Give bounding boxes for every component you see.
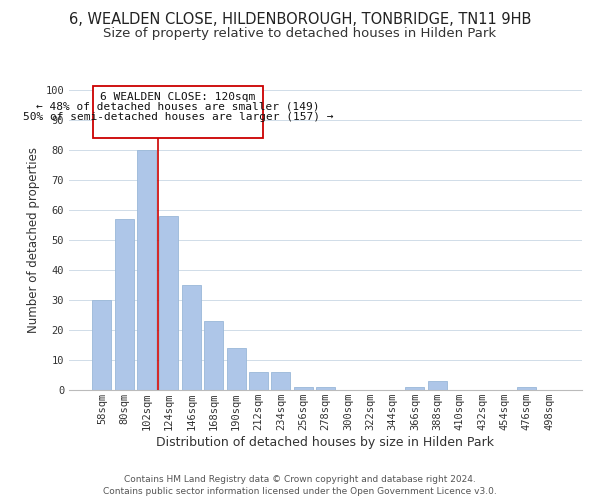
Bar xyxy=(249,372,268,390)
Bar xyxy=(227,348,245,390)
Y-axis label: Number of detached properties: Number of detached properties xyxy=(27,147,40,333)
Text: 6, WEALDEN CLOSE, HILDENBOROUGH, TONBRIDGE, TN11 9HB: 6, WEALDEN CLOSE, HILDENBOROUGH, TONBRID… xyxy=(69,12,531,28)
Bar xyxy=(137,150,156,390)
Text: ← 48% of detached houses are smaller (149): ← 48% of detached houses are smaller (14… xyxy=(36,102,320,112)
Text: Contains HM Land Registry data © Crown copyright and database right 2024.: Contains HM Land Registry data © Crown c… xyxy=(124,475,476,484)
Text: Size of property relative to detached houses in Hilden Park: Size of property relative to detached ho… xyxy=(103,28,497,40)
Bar xyxy=(93,86,263,138)
Bar xyxy=(160,216,178,390)
Bar xyxy=(316,387,335,390)
Bar xyxy=(293,387,313,390)
Text: 6 WEALDEN CLOSE: 120sqm: 6 WEALDEN CLOSE: 120sqm xyxy=(100,92,256,102)
Text: 50% of semi-detached houses are larger (157) →: 50% of semi-detached houses are larger (… xyxy=(23,112,333,122)
Bar xyxy=(271,372,290,390)
Text: Contains public sector information licensed under the Open Government Licence v3: Contains public sector information licen… xyxy=(103,487,497,496)
Bar xyxy=(115,219,134,390)
Bar xyxy=(92,300,112,390)
Bar xyxy=(182,285,201,390)
X-axis label: Distribution of detached houses by size in Hilden Park: Distribution of detached houses by size … xyxy=(157,436,494,449)
Bar xyxy=(428,381,447,390)
Bar xyxy=(406,387,424,390)
Bar xyxy=(517,387,536,390)
Bar xyxy=(204,321,223,390)
